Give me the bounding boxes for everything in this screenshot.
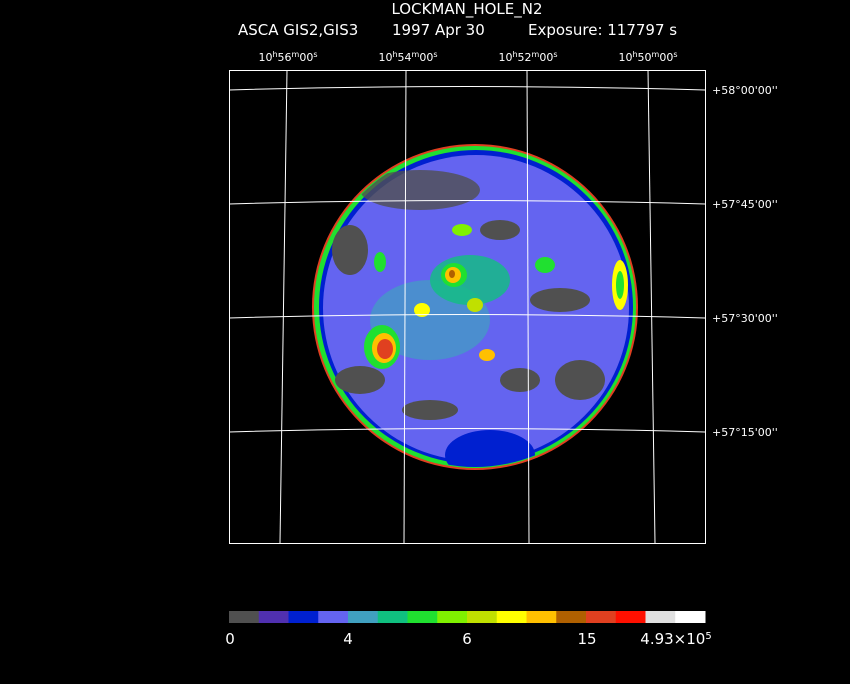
colorbar-segment bbox=[258, 611, 289, 623]
ra-label-part: 10 bbox=[258, 51, 272, 64]
dec-label: +57°15'00'' bbox=[712, 426, 778, 439]
colorbar-segment bbox=[288, 611, 319, 623]
ra-label-part: 00 bbox=[419, 51, 433, 64]
ra-label-part: 54 bbox=[398, 51, 412, 64]
colorbar-segment bbox=[467, 611, 498, 623]
colorbar-label: 0 bbox=[225, 630, 235, 648]
dec-labels: +58°00'00'' +57°45'00'' +57°30'00'' +57°15'… bbox=[712, 84, 778, 439]
ra-label-part: s bbox=[553, 50, 557, 59]
ra-label: 10h50m00s bbox=[618, 50, 677, 65]
ra-label-part: h bbox=[392, 50, 397, 59]
colorbar-label-part: 0 bbox=[225, 630, 235, 648]
date: 1997 Apr 30 bbox=[392, 21, 485, 39]
dec-label: +58°00'00'' bbox=[712, 84, 778, 97]
ra-label-part: 56 bbox=[278, 51, 292, 64]
xray-image bbox=[312, 144, 638, 470]
colorbar-segment bbox=[348, 611, 379, 623]
colorbar-segment bbox=[437, 611, 468, 623]
title: LOCKMAN_HOLE_N2 bbox=[391, 0, 542, 19]
ra-label-part: s bbox=[313, 50, 317, 59]
coordinate-grid bbox=[228, 69, 706, 544]
ra-label-part: s bbox=[673, 50, 677, 59]
ra-label-part: 00 bbox=[539, 51, 553, 64]
colorbar: 0 4 6 15 4.93×105 bbox=[225, 611, 712, 648]
colorbar-segment bbox=[556, 611, 587, 623]
colorbar-segment bbox=[377, 611, 408, 623]
ra-label-part: m bbox=[292, 50, 300, 59]
ra-label-part: 00 bbox=[299, 51, 313, 64]
colorbar-label-part: 5 bbox=[705, 631, 711, 642]
colorbar-segment bbox=[615, 611, 646, 623]
colorbar-label: 6 bbox=[462, 630, 472, 648]
dec-label: +57°45'00'' bbox=[712, 198, 778, 211]
colorbar-segment bbox=[675, 611, 706, 623]
colorbar-segment bbox=[318, 611, 349, 623]
exposure: Exposure: 117797 s bbox=[528, 21, 677, 39]
colorbar-segment bbox=[526, 611, 557, 623]
instrument: ASCA GIS2,GIS3 bbox=[238, 21, 358, 39]
colorbar-label-part: 15 bbox=[577, 630, 596, 648]
ra-label: 10h54m00s bbox=[378, 50, 437, 65]
ra-label-part: s bbox=[433, 50, 437, 59]
colorbar-segment bbox=[496, 611, 527, 623]
ra-label-part: 00 bbox=[659, 51, 673, 64]
colorbar-segment bbox=[586, 611, 617, 623]
ra-label-part: 50 bbox=[638, 51, 652, 64]
dec-label: +57°30'00'' bbox=[712, 312, 778, 325]
colorbar-label-part: 6 bbox=[462, 630, 472, 648]
ra-label-part: 10 bbox=[498, 51, 512, 64]
ra-label-part: 10 bbox=[378, 51, 392, 64]
ra-label-part: 52 bbox=[518, 51, 532, 64]
ra-labels: 10h56m00s 10h54m00s 10h52m00s 10h50m00s bbox=[258, 50, 677, 65]
colorbar-label: 4 bbox=[343, 630, 353, 648]
ra-label: 10h52m00s bbox=[498, 50, 557, 65]
ra-label-part: h bbox=[632, 50, 637, 59]
ra-label-part: m bbox=[652, 50, 660, 59]
ra-label-part: m bbox=[412, 50, 420, 59]
colorbar-label-part: 4.93×10 bbox=[640, 630, 705, 648]
colorbar-segment bbox=[645, 611, 676, 623]
ra-label-part: m bbox=[532, 50, 540, 59]
colorbar-label: 4.93×105 bbox=[640, 630, 711, 648]
ra-label-part: h bbox=[272, 50, 277, 59]
colorbar-label-part: 4 bbox=[343, 630, 353, 648]
ra-label: 10h56m00s bbox=[258, 50, 317, 65]
colorbar-label: 15 bbox=[577, 630, 596, 648]
colorbar-segment bbox=[407, 611, 438, 623]
ra-label-part: h bbox=[512, 50, 517, 59]
ra-label-part: 10 bbox=[618, 51, 632, 64]
colorbar-segment bbox=[229, 611, 260, 623]
